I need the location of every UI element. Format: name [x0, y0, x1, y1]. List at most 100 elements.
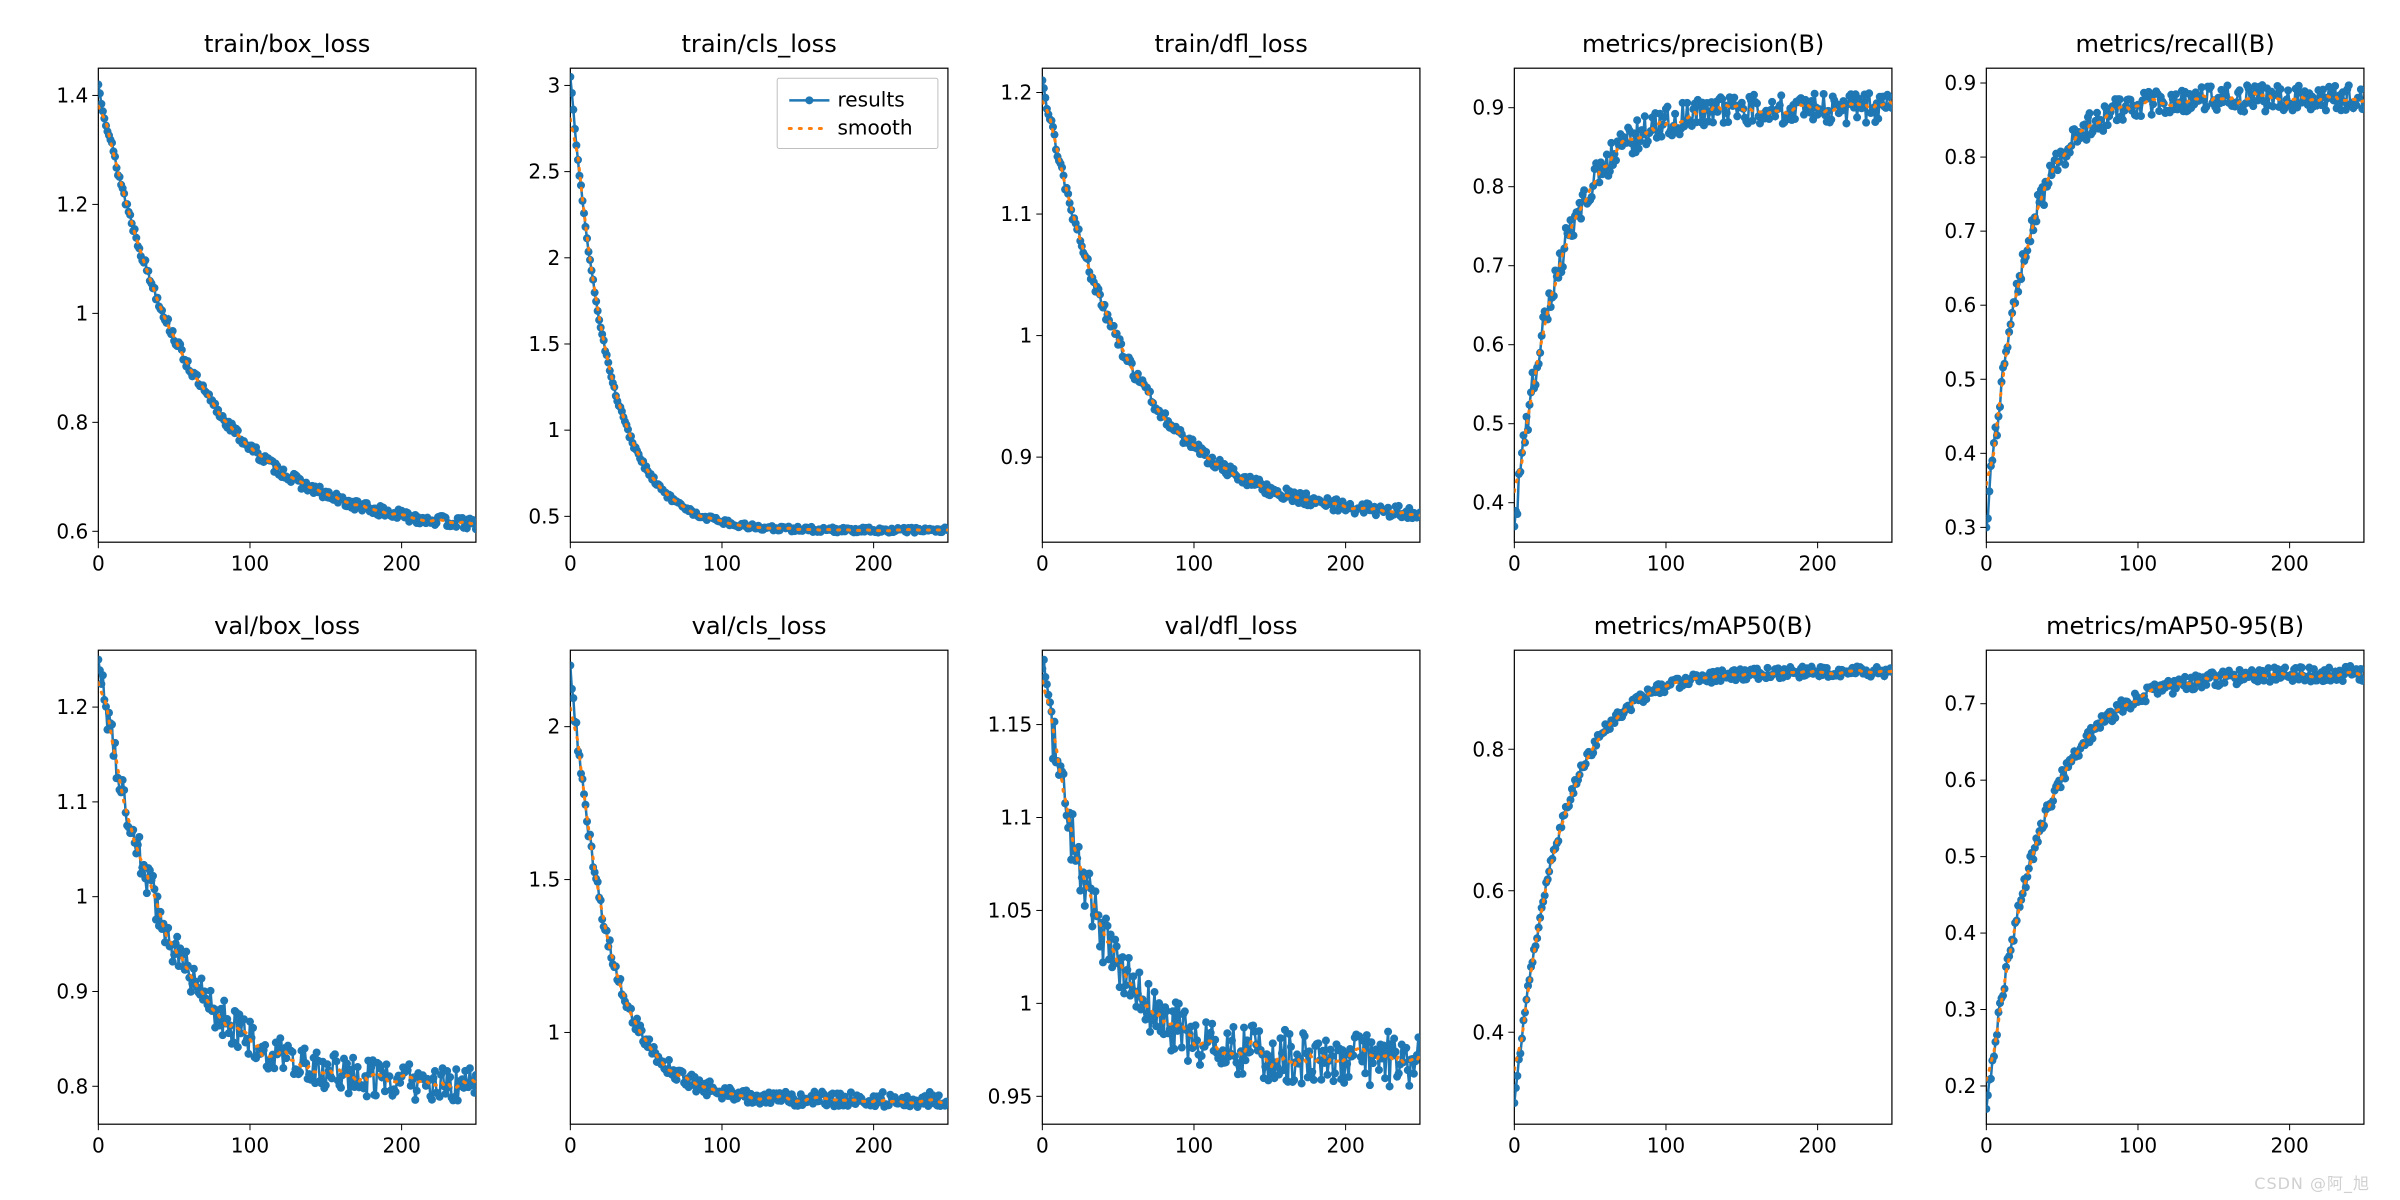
- svg-text:1.5: 1.5: [528, 868, 560, 892]
- svg-text:0: 0: [1980, 1134, 1993, 1158]
- chart-panel: 0.8 0.9 1 1.1 1.2 0 100 200 val/box_loss: [20, 602, 492, 1184]
- legend-label-results: results: [837, 87, 904, 111]
- svg-text:0.9: 0.9: [1000, 445, 1032, 469]
- svg-text:1: 1: [1020, 324, 1033, 348]
- svg-text:1.4: 1.4: [56, 83, 88, 107]
- panel-title: train/cls_loss: [681, 30, 836, 58]
- svg-text:200: 200: [2270, 551, 2308, 575]
- svg-text:1.05: 1.05: [988, 899, 1033, 923]
- panel-title: val/dfl_loss: [1165, 613, 1298, 641]
- svg-text:1.1: 1.1: [1000, 806, 1032, 830]
- svg-text:0.95: 0.95: [988, 1085, 1033, 1109]
- svg-text:0.7: 0.7: [1944, 219, 1976, 243]
- svg-text:0.6: 0.6: [1472, 333, 1504, 357]
- svg-text:0: 0: [1508, 1134, 1521, 1158]
- svg-text:3: 3: [548, 73, 561, 97]
- svg-text:100: 100: [231, 551, 269, 575]
- svg-text:0.6: 0.6: [1472, 879, 1504, 903]
- svg-text:0.4: 0.4: [1472, 1021, 1504, 1045]
- svg-text:1: 1: [548, 1021, 561, 1045]
- svg-text:0.3: 0.3: [1944, 998, 1976, 1022]
- svg-text:0.5: 0.5: [1944, 367, 1976, 391]
- svg-text:0.5: 0.5: [1472, 412, 1504, 436]
- chart-panel: 0.3 0.4 0.5 0.6 0.7 0.8 0.9 0 100 200 metrics/reca…: [1908, 20, 2380, 602]
- panel-title: val/cls_loss: [692, 613, 827, 641]
- svg-text:0.7: 0.7: [1472, 254, 1504, 278]
- svg-text:0.5: 0.5: [528, 504, 560, 528]
- svg-text:0: 0: [92, 551, 105, 575]
- chart-panel: 0.9511.051.11.150100200val/dfl_loss: [964, 602, 1436, 1184]
- svg-text:100: 100: [1175, 1134, 1213, 1158]
- panel-title: metrics/mAP50-95(B): [2046, 613, 2304, 641]
- legend-label-smooth: smooth: [837, 115, 912, 139]
- svg-text:100: 100: [2119, 551, 2157, 575]
- svg-text:0: 0: [1980, 551, 1993, 575]
- svg-text:0.9: 0.9: [1944, 71, 1976, 95]
- svg-text:0.8: 0.8: [1944, 145, 1976, 169]
- svg-text:1.2: 1.2: [56, 192, 88, 216]
- svg-text:200: 200: [2270, 1134, 2308, 1158]
- chart-panel: 0.4 0.6 0.8 0 100 200 metrics/mAP50(B): [1436, 602, 1908, 1184]
- svg-text:100: 100: [1647, 1134, 1685, 1158]
- svg-text:0.2: 0.2: [1944, 1074, 1976, 1098]
- panel-title: val/box_loss: [214, 613, 360, 641]
- svg-text:100: 100: [703, 1134, 741, 1158]
- svg-text:1.15: 1.15: [988, 713, 1033, 737]
- svg-text:2: 2: [548, 715, 561, 739]
- panel-title: metrics/precision(B): [1582, 30, 1824, 58]
- chart-panel: 1 1.5 2 0 100 200 val/cls_loss: [492, 602, 964, 1184]
- svg-text:0.3: 0.3: [1944, 515, 1976, 539]
- watermark: CSDN @阿_旭: [2254, 1170, 2370, 1194]
- svg-text:0.6: 0.6: [1944, 293, 1976, 317]
- svg-text:0.4: 0.4: [1944, 922, 1976, 946]
- svg-text:100: 100: [1647, 551, 1685, 575]
- panel-title: metrics/recall(B): [2076, 30, 2275, 58]
- chart-panel: 0.60.811.21.40100200train/box_loss: [20, 20, 492, 602]
- svg-text:100: 100: [2119, 1134, 2157, 1158]
- chart-panel: 0.40.50.60.70.80.90100200metrics/precisi…: [1436, 20, 1908, 602]
- chart-panel: 0.9 1 1.1 1.2 0 100 200 train/dfl_loss: [964, 20, 1436, 602]
- svg-text:200: 200: [1326, 551, 1364, 575]
- svg-text:0.4: 0.4: [1944, 441, 1976, 465]
- panel-title: metrics/mAP50(B): [1594, 613, 1813, 641]
- svg-text:0.7: 0.7: [1944, 692, 1976, 716]
- chart-grid: 0.60.811.21.40100200train/box_loss0.511.…: [0, 0, 2400, 1200]
- svg-text:100: 100: [231, 1134, 269, 1158]
- svg-text:1.5: 1.5: [528, 332, 560, 356]
- svg-text:200: 200: [382, 551, 420, 575]
- svg-text:100: 100: [703, 551, 741, 575]
- panel-title: train/box_loss: [204, 30, 370, 58]
- svg-text:1.1: 1.1: [56, 790, 88, 814]
- svg-text:0.8: 0.8: [1472, 738, 1504, 762]
- svg-text:200: 200: [1798, 1134, 1836, 1158]
- svg-text:1.1: 1.1: [1000, 202, 1032, 226]
- svg-text:1.2: 1.2: [1000, 81, 1032, 105]
- svg-text:0.8: 0.8: [1472, 175, 1504, 199]
- svg-text:2.5: 2.5: [528, 160, 560, 184]
- svg-text:0.4: 0.4: [1472, 491, 1504, 515]
- svg-text:1: 1: [548, 418, 561, 442]
- svg-text:0.5: 0.5: [1944, 845, 1976, 869]
- svg-text:0.8: 0.8: [56, 1075, 88, 1099]
- panel-title: train/dfl_loss: [1154, 30, 1307, 58]
- svg-text:200: 200: [854, 551, 892, 575]
- chart-panel: 0.2 0.3 0.4 0.5 0.6 0.7 0 100 200 metrics/mAP50-9…: [1908, 602, 2380, 1184]
- svg-text:1: 1: [76, 301, 89, 325]
- svg-text:200: 200: [1798, 551, 1836, 575]
- svg-text:0: 0: [1036, 551, 1049, 575]
- svg-text:0: 0: [564, 551, 577, 575]
- svg-text:0.8: 0.8: [56, 410, 88, 434]
- svg-text:200: 200: [854, 1134, 892, 1158]
- svg-text:0.9: 0.9: [56, 980, 88, 1004]
- svg-text:0.6: 0.6: [1944, 769, 1976, 793]
- svg-text:1: 1: [76, 885, 89, 909]
- svg-text:0: 0: [564, 1134, 577, 1158]
- svg-text:2: 2: [548, 246, 561, 270]
- svg-text:1.2: 1.2: [56, 696, 88, 720]
- chart-panel: 0.5 1 1.5 2 2.5 3 0 100 200 train/cls_lossresults…: [492, 20, 964, 602]
- svg-text:200: 200: [1326, 1134, 1364, 1158]
- svg-text:0: 0: [92, 1134, 105, 1158]
- svg-text:100: 100: [1175, 551, 1213, 575]
- svg-text:200: 200: [382, 1134, 420, 1158]
- svg-text:1: 1: [1020, 992, 1033, 1016]
